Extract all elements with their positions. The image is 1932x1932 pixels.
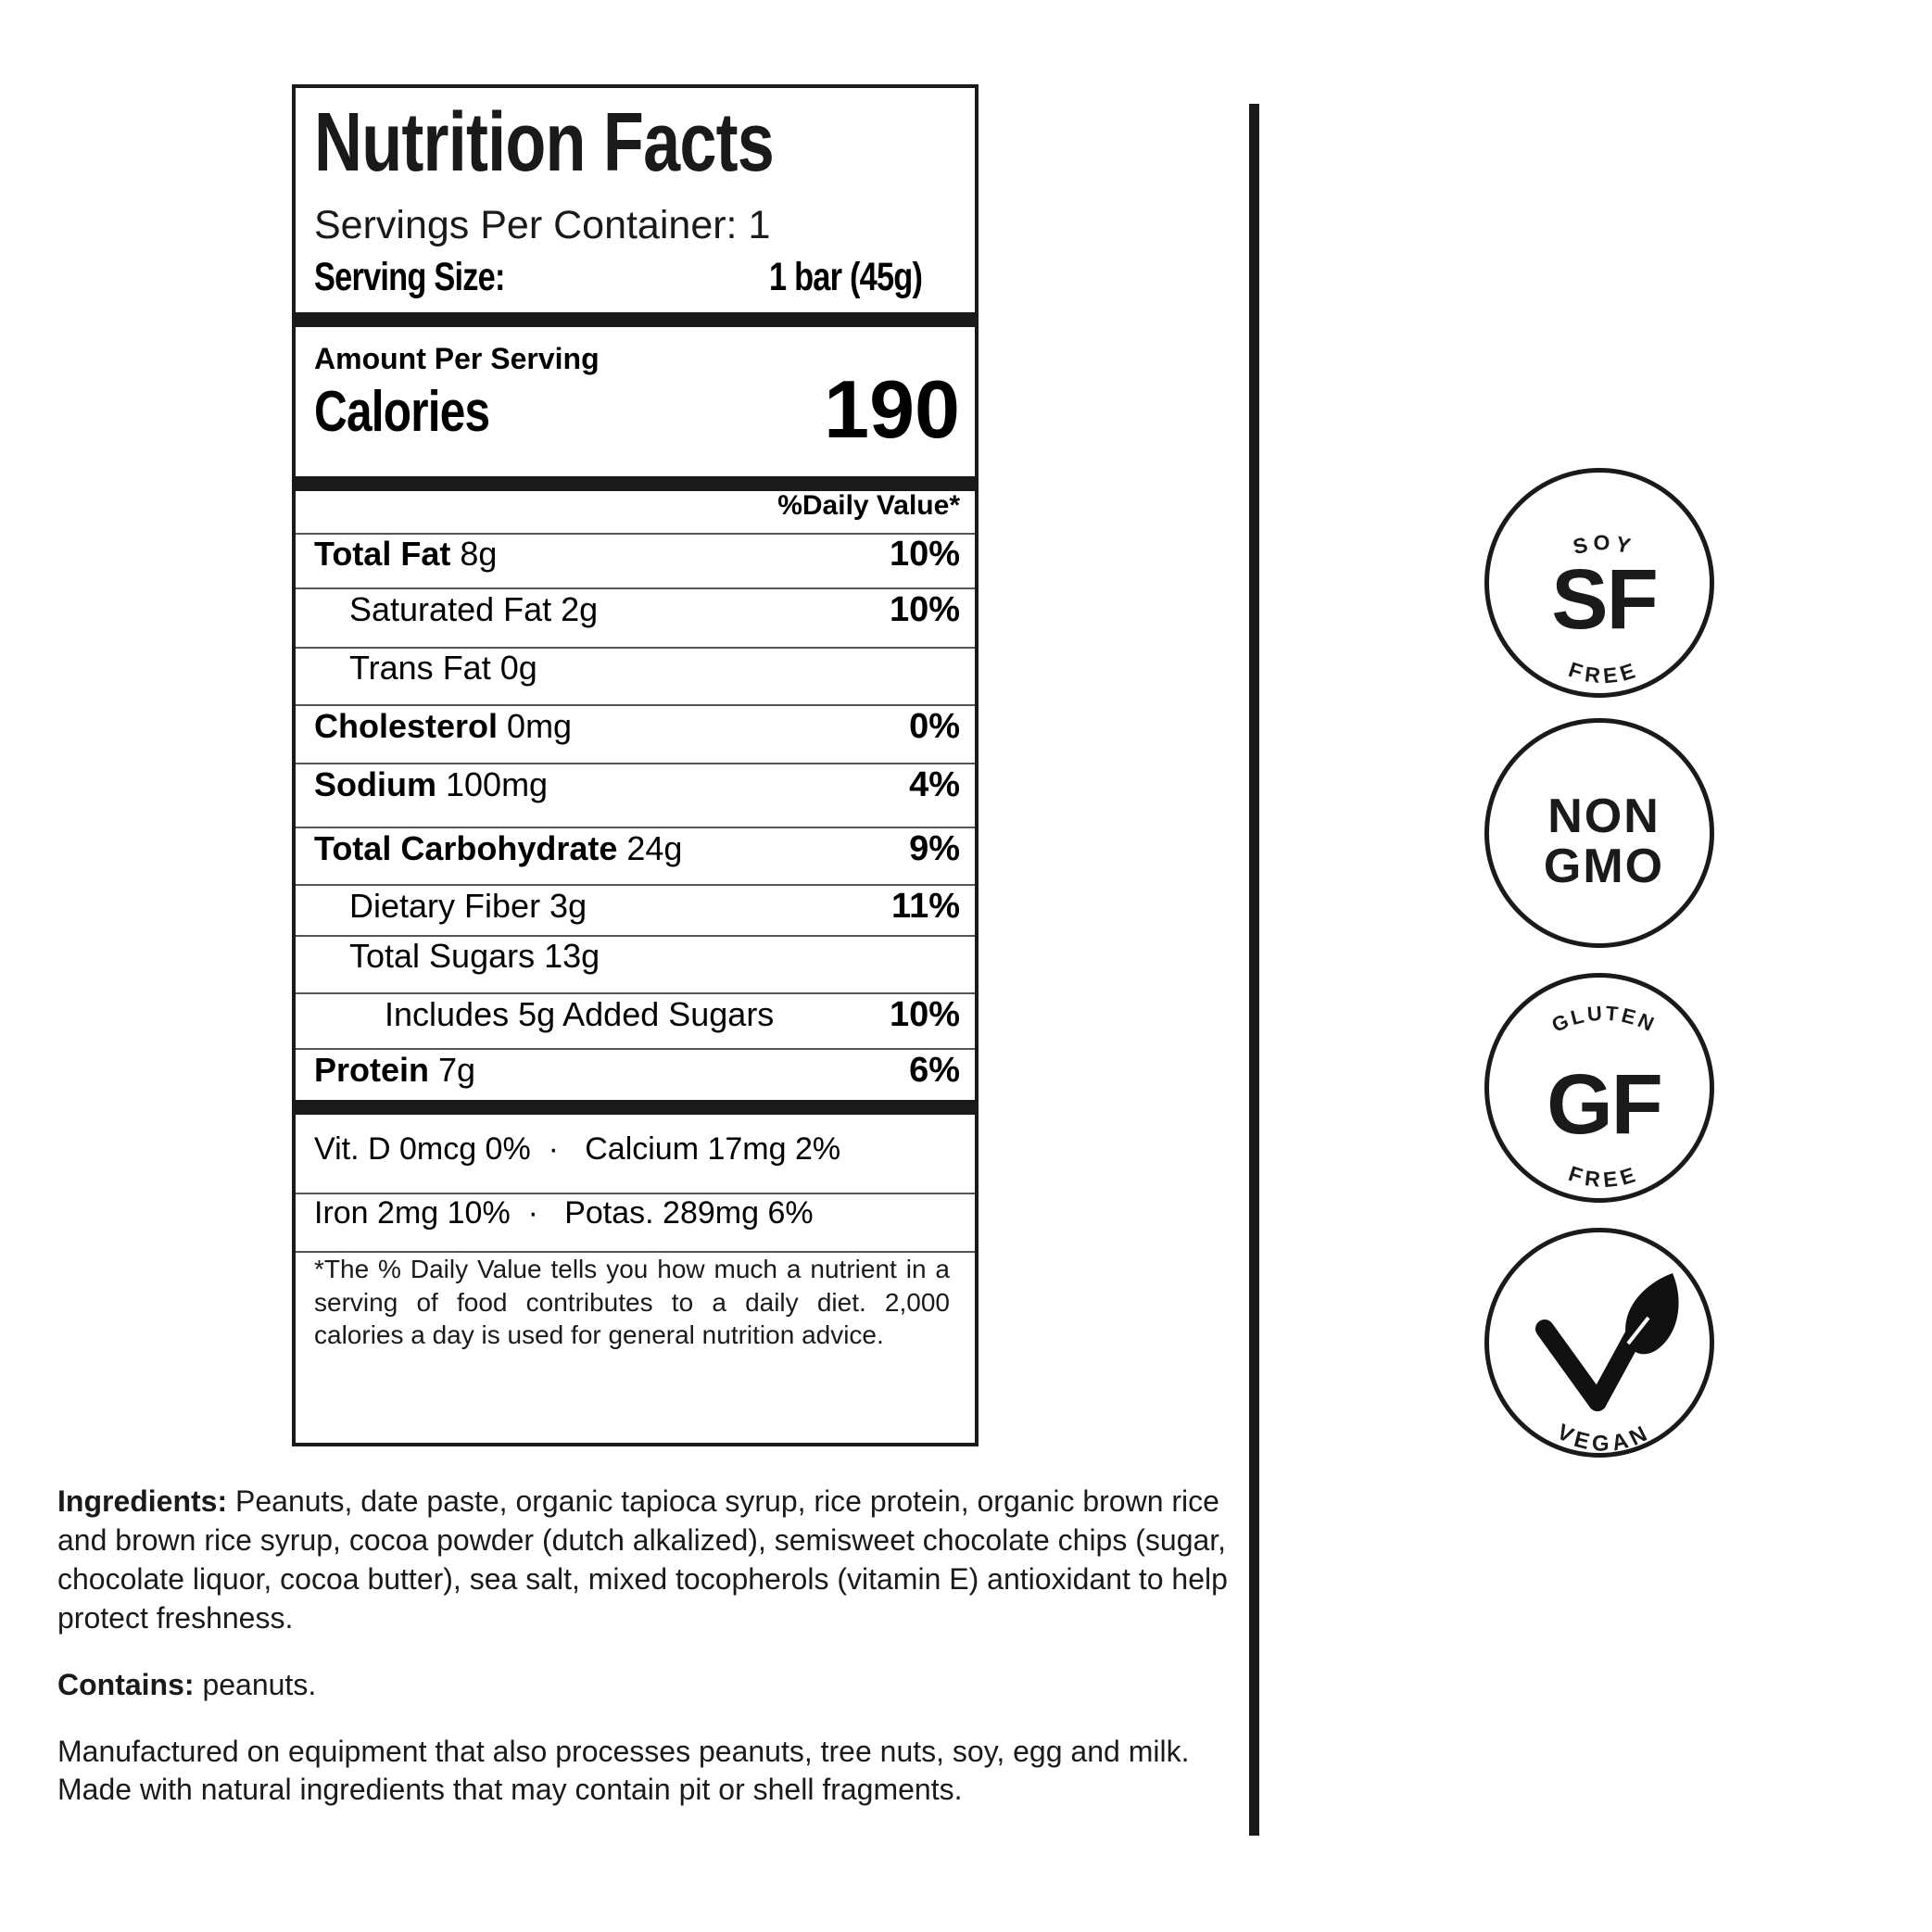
svg-text:FREE: FREE	[1566, 657, 1642, 688]
svg-text:SF: SF	[1551, 552, 1657, 647]
svg-text:GLUTEN: GLUTEN	[1548, 1002, 1661, 1037]
svg-text:VEGAN: VEGAN	[1553, 1420, 1655, 1457]
svg-text:FREE: FREE	[1566, 1161, 1643, 1192]
svg-text:GF: GF	[1547, 1057, 1661, 1152]
svg-text:NON: NON	[1547, 789, 1661, 843]
svg-text:GMO: GMO	[1544, 840, 1664, 893]
